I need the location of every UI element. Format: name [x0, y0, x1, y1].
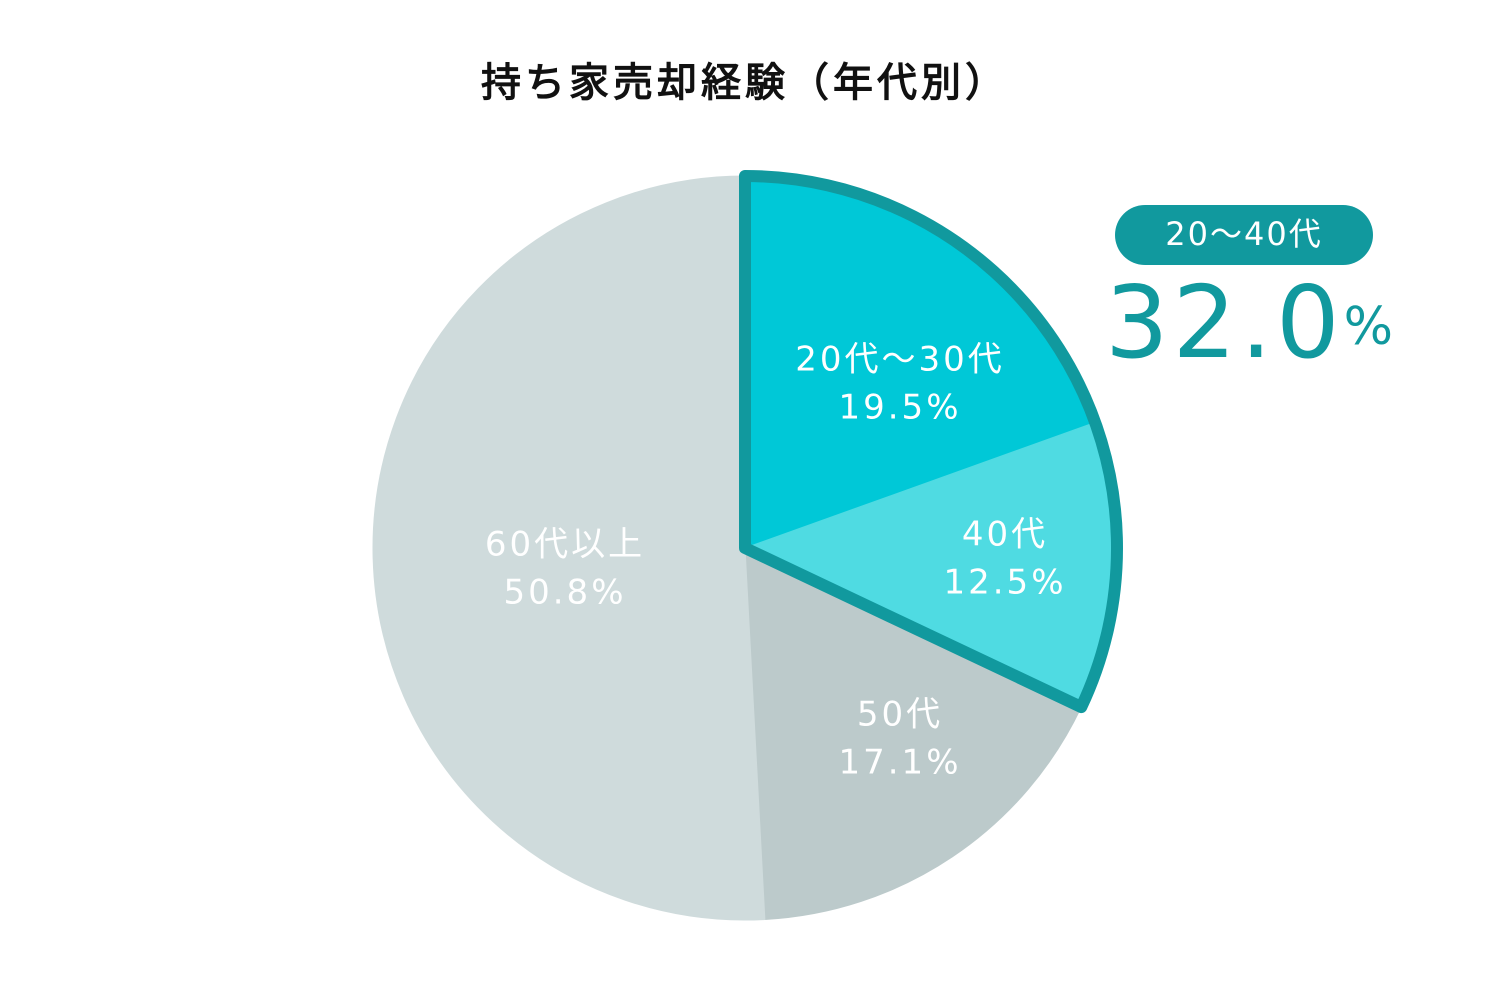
group-outline [739, 170, 1123, 714]
annotation-value: 32.0% [1105, 264, 1397, 381]
slice-value: 12.5% [943, 563, 1066, 603]
slice [744, 547, 1082, 920]
slice-labels: 20代〜30代 19.5% 40代 12.5% 50代 17.1% 60代以上 50.8% [485, 340, 1066, 783]
slice [372, 175, 766, 921]
annotation-number: 32.0 [1105, 264, 1344, 381]
chart-title: 持ち家売却経験（年代別） [481, 60, 1009, 106]
annotation-unit: % [1344, 297, 1397, 357]
pie [372, 170, 1123, 921]
slice-value: 17.1% [838, 743, 961, 783]
slice-category: 40代 [962, 515, 1048, 555]
slice-category: 20代〜30代 [795, 340, 1005, 380]
slice-category: 60代以上 [485, 525, 645, 565]
slice-category: 50代 [857, 695, 943, 735]
slice-value: 50.8% [503, 573, 626, 613]
badge-label: 20〜40代 [1165, 215, 1322, 253]
badge [1115, 205, 1373, 265]
slice-value: 19.5% [838, 388, 961, 428]
annotation: 20〜40代 32.0% [1105, 205, 1397, 381]
